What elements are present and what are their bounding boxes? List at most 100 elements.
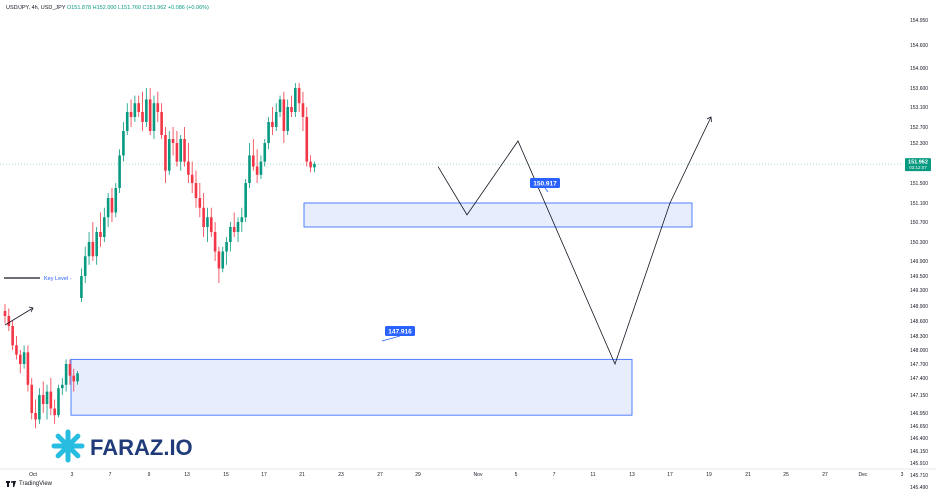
time-tick-label: 21 <box>745 472 751 478</box>
zone-label-2: 147.916 <box>388 328 412 335</box>
candle-body <box>53 408 56 416</box>
candle-body <box>103 217 106 237</box>
candle-body <box>232 227 236 232</box>
candle-body <box>11 326 14 346</box>
price-tick-label: 146.650 <box>910 424 928 430</box>
time-tick-label: 3 <box>901 472 904 478</box>
candle-body <box>110 198 114 213</box>
candle-body <box>206 217 209 227</box>
candle-body <box>229 227 232 242</box>
tradingview-footer[interactable]: TradingView <box>6 481 52 487</box>
price-tick-label: 148.600 <box>910 319 928 325</box>
candle-body <box>217 251 221 269</box>
candle-body <box>248 155 251 183</box>
price-tick-label: 153.600 <box>910 86 928 92</box>
candle-body <box>282 99 286 131</box>
candle-body <box>118 155 121 188</box>
candle-body <box>274 112 278 127</box>
price-tick-label: 151.500 <box>910 181 928 187</box>
candle-body <box>141 112 144 122</box>
time-axis[interactable]: Oct 3 7 9 13 15 17 21 23 27 29 Nov 5 7 11 13 17 19 21 25 27 D… <box>0 468 936 478</box>
faraz-logo-watermark: FARAZ.IO <box>51 429 193 463</box>
candle-body <box>297 88 301 104</box>
candle-body <box>91 242 95 257</box>
price-tick-label: 145.490 <box>910 485 928 491</box>
demand-zones: Key Level - <box>0 163 902 416</box>
candle-body <box>286 107 289 131</box>
price-tick-label: 154.000 <box>910 66 928 72</box>
candle-body <box>263 143 267 162</box>
candle-body <box>68 364 72 376</box>
candle-body <box>255 166 259 175</box>
candle-body <box>167 139 171 171</box>
time-tick-label: 29 <box>415 472 421 478</box>
candle-body <box>252 155 255 167</box>
symbol-title[interactable]: USD/JPY, 4h, USD_JPY <box>6 5 66 11</box>
candle-body <box>171 139 175 143</box>
time-tick-label: 17 <box>261 472 267 478</box>
price-tick-label: 149.300 <box>910 288 928 294</box>
candle-body <box>133 103 137 117</box>
price-tick-label: 148.000 <box>910 348 928 354</box>
candle-body <box>209 217 213 232</box>
zone-label-box <box>530 178 560 188</box>
trend-arrow <box>4 307 34 326</box>
price-axis-bg <box>902 0 936 470</box>
candle-body <box>99 232 102 237</box>
zone-labels: 150.917 147.916 <box>381 178 560 342</box>
demand-zone-1 <box>303 202 693 228</box>
price-tag-countdown: 03:12:07 <box>909 165 927 170</box>
tradingview-brand: TradingView <box>19 481 53 487</box>
projection-path <box>437 116 712 366</box>
candle-body <box>34 413 37 420</box>
candle-body <box>106 198 110 218</box>
candle-body <box>64 364 68 385</box>
watermark-text: FARAZ.IO <box>90 435 193 460</box>
price-tick-label: 150.700 <box>910 220 928 226</box>
price-tag <box>905 158 931 172</box>
price-axis[interactable]: 154.950 154.600 154.000 153.600 153.100 152.7… <box>902 0 936 491</box>
time-tick-label: 19 <box>706 472 712 478</box>
price-tick-label: 145.910 <box>910 461 928 467</box>
candle-body <box>83 256 87 276</box>
candle-body <box>114 188 118 213</box>
candle-body <box>15 345 18 355</box>
time-tick-label: 11 <box>590 472 595 478</box>
candle-body <box>148 99 152 131</box>
candle-body <box>305 117 309 162</box>
time-tick-label: 13 <box>629 472 635 478</box>
callout-pointer <box>381 335 401 342</box>
time-tick-label: 17 <box>667 472 673 478</box>
time-tick-label: Nov <box>474 472 483 478</box>
price-tick-label: 154.950 <box>910 18 928 24</box>
time-tick-label: 3 <box>71 472 74 478</box>
candle-body <box>152 103 156 131</box>
price-tick-label: 147.700 <box>910 362 928 368</box>
price-tick-label: 149.500 <box>910 274 928 280</box>
candle-body <box>76 373 79 382</box>
candle-body <box>26 352 30 385</box>
candle-body <box>198 198 202 208</box>
candle-body <box>57 388 60 416</box>
ohlc-values: O151.878 H152.000 L151.760 C151.962 +0.0… <box>66 5 209 11</box>
time-tick-label: 23 <box>338 472 344 478</box>
price-tick-label: 147.400 <box>910 376 928 382</box>
price-tick-label: 147.150 <box>910 393 928 399</box>
candle-body <box>129 112 133 117</box>
price-tick-label: 146.400 <box>910 436 928 442</box>
projection-arrow-head <box>706 116 712 123</box>
candle-body <box>294 88 297 112</box>
candle-body <box>259 161 263 175</box>
candle-body <box>7 316 11 326</box>
time-tick-label: 13 <box>184 472 190 478</box>
candle-body <box>290 107 293 112</box>
candle-body <box>179 139 183 162</box>
demand-zone-2 <box>70 358 633 416</box>
key-level-label: Key Level - <box>44 276 72 282</box>
candle-body <box>160 112 163 135</box>
price-tick-label: 150.300 <box>910 240 928 246</box>
candle-body <box>225 242 228 252</box>
price-tick-label: 146.150 <box>910 449 928 455</box>
zone-label-1: 150.917 <box>533 180 557 187</box>
